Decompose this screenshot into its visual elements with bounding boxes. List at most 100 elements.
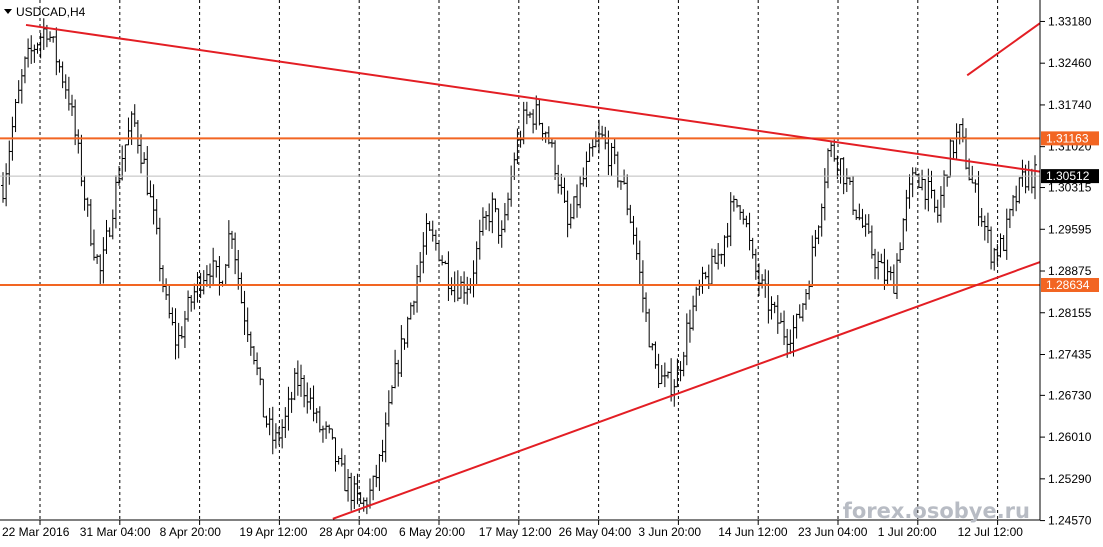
ohlc-bar: [386, 390, 391, 427]
ohlc-bar: [769, 296, 774, 320]
ohlc-bar: [703, 271, 708, 280]
ohlc-bar: [929, 170, 934, 199]
time-tick-label: 1 Jul 20:00: [878, 525, 937, 539]
ohlc-bar: [741, 209, 746, 225]
time-tick-label: 23 Jun 04:00: [798, 525, 868, 539]
ohlc-bar: [524, 101, 529, 125]
level-price-label: 1.31163: [1046, 131, 1089, 145]
ohlc-bar: [393, 349, 398, 389]
ohlc-bar: [647, 308, 652, 348]
ohlc-bar: [261, 378, 266, 418]
ohlc-bar: [280, 419, 285, 449]
ohlc-bar: [135, 120, 140, 154]
ohlc-bar: [998, 233, 1003, 258]
ohlc-bar: [349, 472, 354, 511]
ohlc-bar: [571, 196, 576, 220]
ohlc-bar: [496, 208, 501, 244]
ohlc-bar: [157, 217, 162, 282]
projection-line[interactable]: [966, 22, 1041, 77]
ohlc-bar: [139, 134, 144, 174]
ohlc-bar: [449, 277, 454, 296]
ohlc-bar: [154, 198, 159, 235]
ohlc-bar: [4, 163, 9, 207]
ohlc-bar: [615, 151, 620, 188]
triangle-down-icon[interactable]: [4, 9, 12, 14]
ohlc-bar: [424, 213, 429, 255]
ohlc-bar: [568, 203, 573, 229]
ohlc-bar: [851, 176, 856, 215]
ohlc-bar: [104, 219, 109, 255]
ohlc-bar: [1004, 208, 1009, 260]
ohlc-bar: [361, 497, 366, 512]
ohlc-bar: [499, 220, 504, 248]
price-tick-label: 1.25290: [1048, 472, 1092, 486]
ohlc-bar: [35, 42, 40, 54]
ohlc-bar: [506, 192, 511, 221]
ohlc-bar: [700, 266, 705, 294]
ohlc-bar: [377, 453, 382, 491]
ohlc-bar: [110, 209, 115, 240]
ohlc-bar: [245, 307, 250, 343]
ohlc-bar: [656, 353, 661, 389]
ohlc-bar: [797, 304, 802, 319]
ohlc-bar: [775, 295, 780, 334]
ohlc-bar: [731, 195, 736, 212]
ohlc-bar: [22, 56, 27, 84]
ohlc-bar: [606, 130, 611, 176]
ohlc-bar: [559, 173, 564, 195]
ohlc-bar: [963, 128, 968, 170]
ohlc-bar: [631, 215, 636, 245]
ohlc-bar: [223, 263, 228, 286]
ohlc-bar: [79, 134, 84, 187]
price-tick-label: 1.26730: [1048, 388, 1092, 402]
ohlc-bar: [976, 171, 981, 226]
ohlc-bar: [637, 240, 642, 286]
ohlc-bar: [236, 249, 241, 290]
current-price-label: 1.30512: [1046, 169, 1090, 183]
ohlc-bar: [145, 146, 150, 196]
ohlc-bar: [248, 331, 253, 356]
time-tick-label: 17 May 12:00: [479, 525, 552, 539]
price-tick-label: 1.29595: [1048, 222, 1092, 236]
ohlc-bar: [810, 235, 815, 288]
ohlc-bar: [659, 365, 664, 385]
ohlc-bar: [1029, 168, 1034, 194]
ohlc-bar: [678, 361, 683, 382]
price-tick-label: 1.28155: [1048, 306, 1092, 320]
symbol-title[interactable]: USDCAD,H4: [4, 5, 86, 19]
ohlc-bar: [295, 360, 300, 396]
lower-trendline[interactable]: [332, 261, 1041, 520]
ohlc-bar: [57, 59, 62, 73]
ohlc-bar: [289, 391, 294, 413]
ohlc-bar: [995, 244, 1000, 265]
ohlc-bar: [835, 155, 840, 180]
ohlc-bar: [735, 198, 740, 208]
ohlc-bar: [320, 425, 325, 443]
ohlc-bar: [324, 421, 329, 439]
ohlc-bar: [753, 248, 758, 280]
ohlc-bar: [54, 27, 59, 76]
drawn-lines[interactable]: [0, 22, 1041, 520]
time-tick-label: 31 Mar 04:00: [80, 525, 151, 539]
ohlc-bar: [844, 168, 849, 193]
ohlc-bar: [487, 203, 492, 232]
ohlc-bar: [885, 259, 890, 287]
ohlc-bar: [113, 175, 118, 229]
ohlc-bar: [19, 69, 24, 104]
ohlc-bar: [807, 280, 812, 300]
ohlc-bar: [229, 230, 234, 249]
ohlc-bar: [888, 266, 893, 281]
ohlc-bar: [16, 80, 21, 104]
ohlc-bar: [537, 99, 542, 126]
upper-trendline[interactable]: [25, 23, 1041, 173]
ohlc-bar: [612, 139, 617, 165]
ohlc-bar: [854, 209, 859, 220]
ohlc-bar: [772, 301, 777, 314]
ohlc-bar: [251, 346, 256, 365]
ohlc-bar: [869, 225, 874, 259]
ohlc-bar: [427, 221, 432, 231]
ohlc-bar: [452, 271, 457, 303]
current-price-box: [1041, 169, 1099, 184]
